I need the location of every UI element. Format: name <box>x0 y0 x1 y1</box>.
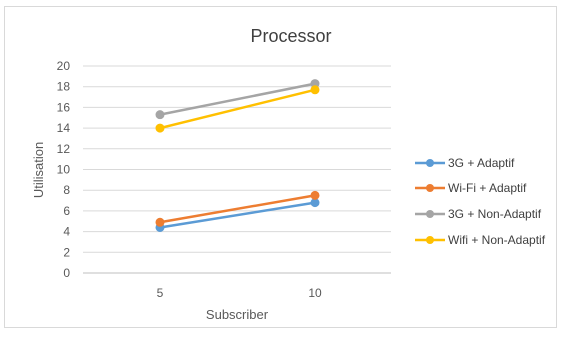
y-tick-label: 6 <box>63 204 70 218</box>
y-tick-label: 10 <box>57 163 71 177</box>
data-point <box>155 110 165 120</box>
chart-title: Processor <box>250 26 331 46</box>
y-axis-title: Utilisation <box>31 142 46 198</box>
y-tick-label: 8 <box>63 183 70 197</box>
legend-swatch-marker <box>426 184 434 192</box>
series-line <box>158 194 317 224</box>
series-line <box>158 88 317 130</box>
legend-item: Wi-Fi + Adaptif <box>415 181 527 195</box>
series-group <box>155 79 320 120</box>
x-tick-label: 10 <box>308 286 322 300</box>
series-group <box>155 198 320 232</box>
legend-label: Wifi + Non-Adaptif <box>448 233 546 247</box>
y-tick-label: 14 <box>57 121 71 135</box>
y-tick-label: 20 <box>57 59 71 73</box>
x-axis-ticks: 5 10 <box>157 286 322 300</box>
legend-item: 3G + Adaptif <box>415 156 515 170</box>
series-line <box>158 82 317 116</box>
legend-item: 3G + Non-Adaptif <box>415 207 542 221</box>
legend: 3G + Adaptif Wi-Fi + Adaptif 3G + Non-Adap… <box>415 156 546 247</box>
line-chart: Processor 0 2 4 6 8 10 12 14 16 18 20 5 10 Utilisat… <box>31 26 546 322</box>
legend-label: 3G + Adaptif <box>448 156 515 170</box>
data-point <box>310 190 320 200</box>
data-point <box>155 217 165 227</box>
legend-label: Wi-Fi + Adaptif <box>448 181 527 195</box>
series-group <box>155 85 320 133</box>
y-axis-ticks: 0 2 4 6 8 10 12 14 16 18 20 <box>57 59 71 280</box>
data-point <box>310 85 320 95</box>
series-lines <box>155 79 320 232</box>
gridlines <box>83 65 391 274</box>
y-tick-label: 18 <box>57 80 71 94</box>
data-point <box>155 123 165 133</box>
x-axis-title: Subscriber <box>206 307 269 322</box>
x-tick-label: 5 <box>157 286 164 300</box>
legend-swatch-marker <box>426 210 434 218</box>
series-group <box>155 190 320 227</box>
series-line <box>158 201 317 229</box>
legend-item: Wifi + Non-Adaptif <box>415 233 546 247</box>
y-tick-label: 2 <box>63 245 70 259</box>
legend-swatch-marker <box>426 236 434 244</box>
legend-swatch-marker <box>426 159 434 167</box>
y-tick-label: 16 <box>57 100 71 114</box>
y-tick-label: 0 <box>63 266 70 280</box>
legend-label: 3G + Non-Adaptif <box>448 207 542 221</box>
y-tick-label: 4 <box>63 225 70 239</box>
y-tick-label: 12 <box>57 142 71 156</box>
chart-area: Processor 0 2 4 6 8 10 12 14 16 18 20 5 10 Utilisat… <box>4 6 557 328</box>
